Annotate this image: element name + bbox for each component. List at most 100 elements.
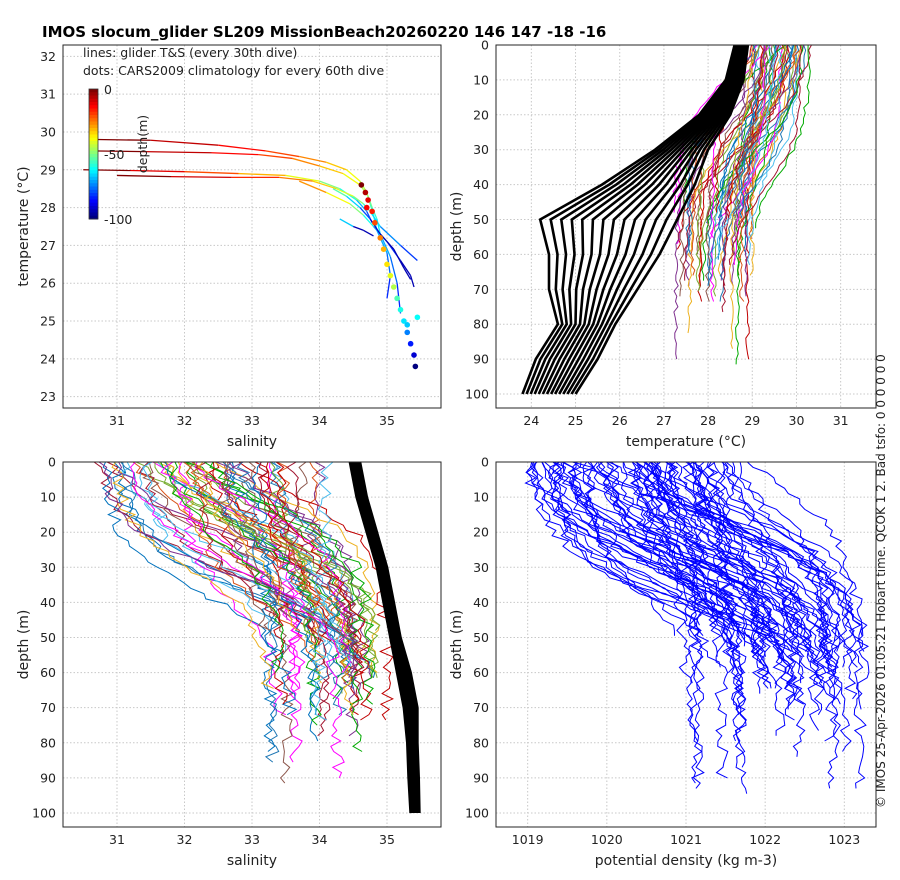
ts-series-line: [96, 138, 151, 141]
glider-profile-line: [726, 462, 807, 757]
glider-profile-line: [553, 462, 831, 689]
glider-profile-line: [644, 462, 742, 626]
colorbar-segment: [89, 131, 98, 135]
glider-profile-line: [717, 45, 793, 260]
glider-profile-line: [531, 462, 746, 647]
plot-frame: [62, 461, 442, 828]
glider-profile-line: [541, 462, 791, 673]
glider-profile-line: [683, 462, 769, 689]
colorbar-segment: [89, 121, 98, 126]
ts-series-line: [403, 267, 412, 280]
climatology-dot: [377, 235, 384, 241]
ts-series-line: [389, 256, 398, 284]
colorbar-segment: [89, 128, 98, 132]
glider-profile-line: [221, 462, 332, 637]
colorbar-segment: [89, 150, 98, 155]
climatology-dot: [397, 306, 404, 313]
glider-profile-line: [623, 462, 795, 652]
climatology-profile-line: [358, 462, 421, 814]
y-tick-label: 60: [473, 665, 489, 680]
plot-frame: [495, 44, 877, 409]
ts-series-line: [218, 144, 266, 152]
glider-profile-line: [697, 462, 870, 710]
climatology-profile-line: [574, 45, 750, 395]
colorbar-segment: [89, 189, 98, 194]
glider-profile-line: [278, 462, 327, 620]
glider-profile-line: [682, 462, 729, 779]
y-tick-label: 29: [40, 162, 56, 177]
climatology-dot: [363, 204, 370, 211]
glider-profile-line: [739, 45, 777, 218]
colorbar-segment: [89, 134, 98, 139]
climatology-profile-line: [533, 45, 739, 395]
y-tick-label: 27: [40, 238, 56, 253]
climatology-dot: [380, 246, 387, 252]
colorbar-segment: [89, 180, 98, 184]
y-tick-label: 60: [473, 247, 489, 262]
glider-profile-line: [627, 462, 841, 705]
y-tick-label: 10: [473, 72, 489, 87]
y-tick-label: 25: [40, 314, 56, 329]
glider-profile-line: [643, 462, 760, 658]
glider-profile-line: [263, 462, 308, 631]
glider-profile-line: [197, 462, 298, 631]
ts-series-line: [238, 172, 286, 177]
y-axis-label: depth (m): [449, 610, 465, 680]
glider-profile-line: [687, 462, 761, 652]
plot-frame: [62, 44, 442, 409]
colorbar-frame: [88, 88, 99, 220]
climatology-profile-line: [570, 45, 749, 395]
ts-series-line: [116, 174, 172, 178]
glider-profile-line: [98, 462, 356, 679]
colorbar-segment: [89, 154, 98, 158]
colorbar-segment: [89, 144, 98, 148]
y-tick-label: 70: [40, 700, 56, 715]
glider-profile-line: [644, 462, 841, 789]
glider-profile-line: [692, 462, 765, 663]
ts-series-line: [339, 218, 354, 228]
glider-profile-line: [650, 462, 722, 657]
ts-series-line: [292, 157, 320, 167]
colorbar-segment: [89, 95, 98, 100]
glider-profile-line: [653, 462, 743, 710]
x-tick-label: 34: [312, 413, 328, 428]
colorbar-segment: [89, 124, 98, 129]
x-tick-label: 24: [523, 413, 539, 428]
climatology-profile-line: [537, 45, 740, 395]
climatology-dot: [390, 284, 397, 290]
glider-profile-line: [241, 462, 272, 636]
ts-series-line: [170, 175, 232, 178]
colorbar-segment: [89, 196, 98, 200]
legend-lines-text: lines: glider T&S (every 30th dive): [83, 45, 297, 60]
climatology-dot: [365, 197, 371, 203]
colorbar-segment: [89, 212, 98, 217]
colorbar-segment: [89, 115, 98, 119]
climatology-profile-line: [529, 45, 738, 395]
ts-series-line: [130, 169, 185, 173]
colorbar-label: depth(m): [135, 115, 150, 173]
glider-profile-line: [732, 45, 774, 219]
ts-series-line: [312, 180, 337, 190]
ts-series-line: [362, 214, 374, 227]
colorbar-segment: [89, 206, 98, 210]
ts-series-line: [386, 275, 392, 299]
profiles-group: [93, 462, 421, 814]
x-tick-label: 35: [379, 832, 395, 847]
x-axis-label: salinity: [227, 434, 277, 450]
glider-profile-line: [311, 462, 334, 721]
plot-background: [496, 45, 876, 408]
colorbar-segment: [89, 186, 98, 191]
glider-profile-line: [733, 45, 767, 265]
ts-series-line: [319, 180, 340, 190]
colorbar-segment: [89, 202, 98, 207]
y-tick-label: 60: [40, 665, 56, 680]
x-tick-label: 35: [379, 413, 395, 428]
x-tick-label: 1019: [512, 832, 544, 847]
x-tick-label: 29: [744, 413, 760, 428]
ts-series-line: [265, 150, 300, 158]
x-tick-label: 32: [177, 832, 193, 847]
glider-profile-line: [169, 462, 285, 673]
x-tick-label: 31: [109, 413, 125, 428]
glider-profile-line: [724, 462, 773, 684]
